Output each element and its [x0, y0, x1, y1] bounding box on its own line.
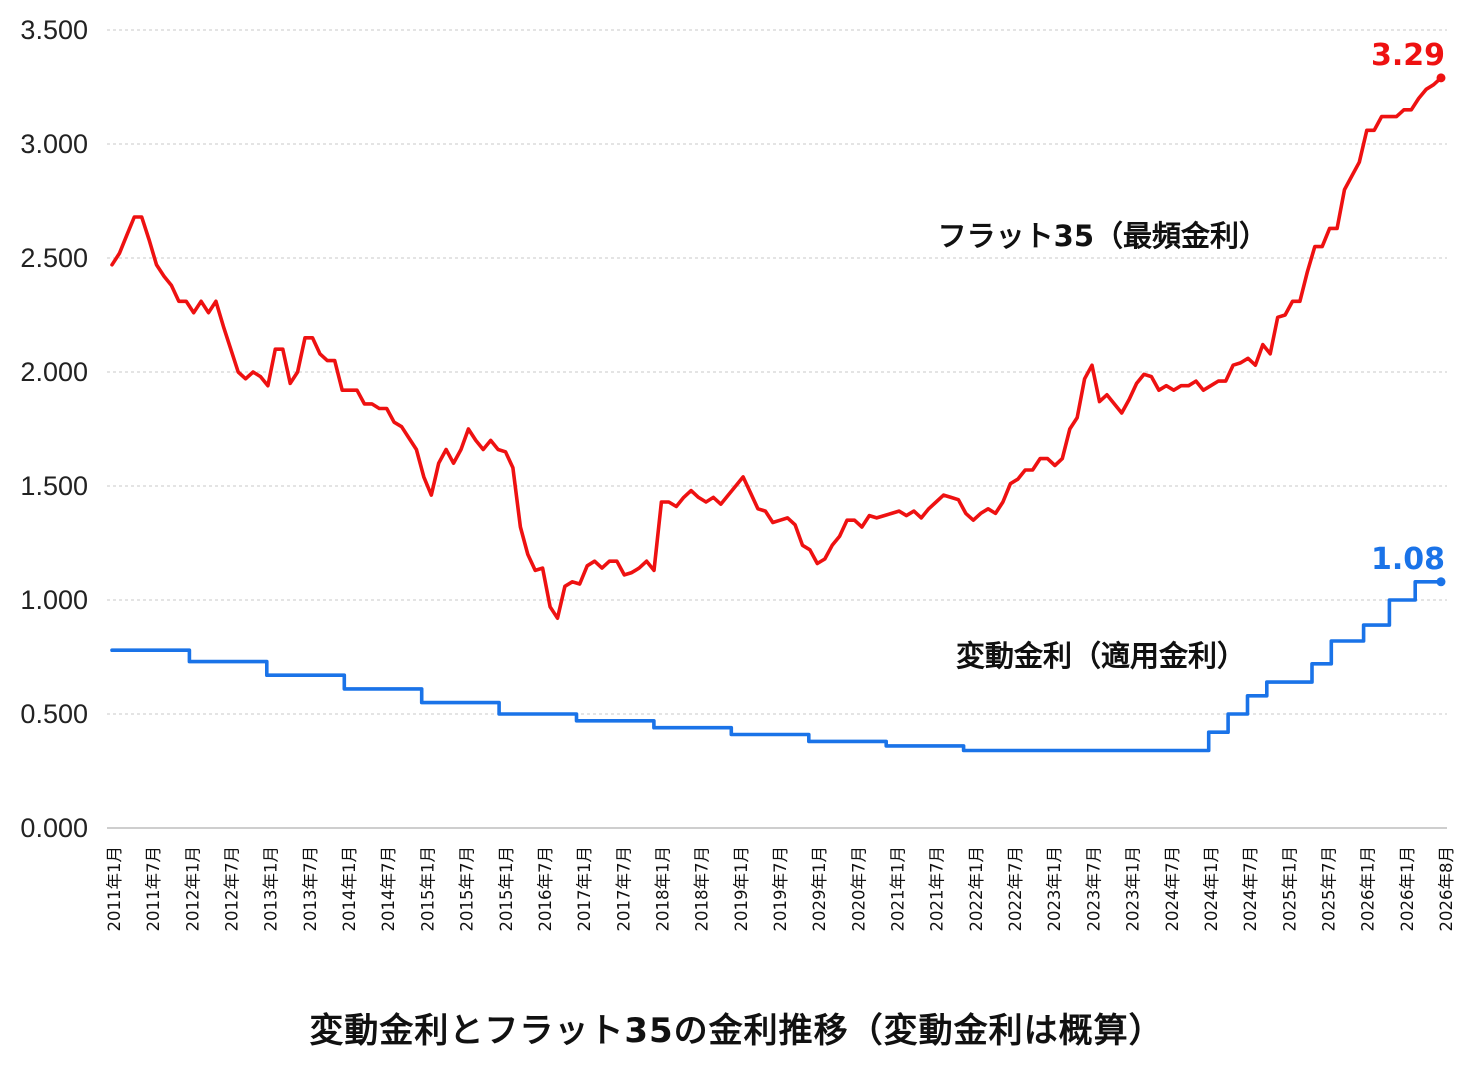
chart-title: 変動金利とフラット35の金利推移（変動金利は概算）: [309, 1011, 1164, 1051]
x-tick-label: 2024年7月: [1163, 846, 1182, 932]
y-tick-label: 1.500: [20, 471, 88, 501]
variable-rate-end-label: 1.08: [1371, 542, 1445, 577]
x-tick-label: 2026年1月: [1359, 846, 1378, 932]
x-tick-label: 2011年7月: [144, 846, 163, 932]
x-tick-label: 2019年1月: [732, 846, 751, 932]
y-tick-label: 1.000: [20, 585, 88, 615]
x-tick-label: 2021年7月: [928, 846, 947, 932]
x-tick-label: 2015年1月: [418, 846, 437, 932]
x-tick-label: 2017年7月: [614, 846, 633, 932]
series-lines: [110, 73, 1446, 753]
y-tick-label: 3.500: [20, 15, 88, 45]
annotations: 3.29 1.08 フラット35（最頻金利） 変動金利（適用金利）: [938, 38, 1445, 673]
flat35-line: [110, 76, 1443, 620]
gridlines: [107, 29, 1447, 829]
x-tick-label: 2025年7月: [1320, 846, 1339, 932]
x-tick-label: 2025年1月: [1280, 846, 1299, 932]
x-axis: 2011年1月 2011年7月 2012年1月 2012年7月 2013年1月 2013年…: [105, 846, 1456, 932]
x-tick-label: 2013年1月: [262, 846, 281, 932]
y-tick-label: 3.000: [20, 129, 88, 159]
flat35-end-marker: [1436, 73, 1446, 83]
x-tick-label: 2012年1月: [183, 846, 202, 932]
x-tick-label: 2014年1月: [340, 846, 359, 932]
x-tick-label: 2018年1月: [654, 846, 673, 932]
x-tick-label: 2023年1月: [1045, 846, 1064, 932]
x-tick-label: 2023年7月: [1084, 846, 1103, 932]
y-tick-label: 0.000: [20, 813, 88, 843]
x-tick-label: 2015年1月: [497, 846, 516, 932]
variable-rate-line: [110, 580, 1443, 753]
x-tick-label: 2020年7月: [849, 846, 868, 932]
x-tick-label: 2019年7月: [771, 846, 790, 932]
x-tick-label: 2029年1月: [810, 846, 829, 932]
x-tick-label: 2013年7月: [301, 846, 320, 932]
x-tick-label: 2026年1月: [1398, 846, 1417, 932]
variable-rate-series-label: 変動金利（適用金利）: [956, 639, 1246, 673]
x-tick-label: 2015年7月: [458, 846, 477, 932]
y-axis: 0.000 0.500 1.000 1.500 2.000 2.500 3.000 3.500: [20, 15, 88, 843]
variable-rate-end-marker: [1436, 577, 1446, 587]
x-tick-label: 2024年1月: [1202, 846, 1221, 932]
x-tick-label: 2012年7月: [223, 846, 242, 932]
x-tick-label: 2016年7月: [536, 846, 555, 932]
x-tick-label: 2011年1月: [105, 846, 124, 932]
x-tick-label: 2024年7月: [1241, 846, 1260, 932]
x-tick-label: 2026年8月: [1437, 846, 1456, 932]
x-tick-label: 2023年1月: [1124, 846, 1143, 932]
flat35-end-label: 3.29: [1371, 38, 1445, 73]
y-tick-label: 2.500: [20, 243, 88, 273]
x-tick-label: 2014年7月: [379, 846, 398, 932]
x-tick-label: 2017年1月: [575, 846, 594, 932]
x-tick-label: 2021年1月: [889, 846, 908, 932]
flat35-series-label: フラット35（最頻金利）: [938, 219, 1268, 253]
x-tick-label: 2022年7月: [1006, 846, 1025, 932]
y-tick-label: 0.500: [20, 699, 88, 729]
x-tick-label: 2022年1月: [967, 846, 986, 932]
y-tick-label: 2.000: [20, 357, 88, 387]
x-tick-label: 2018年7月: [693, 846, 712, 932]
